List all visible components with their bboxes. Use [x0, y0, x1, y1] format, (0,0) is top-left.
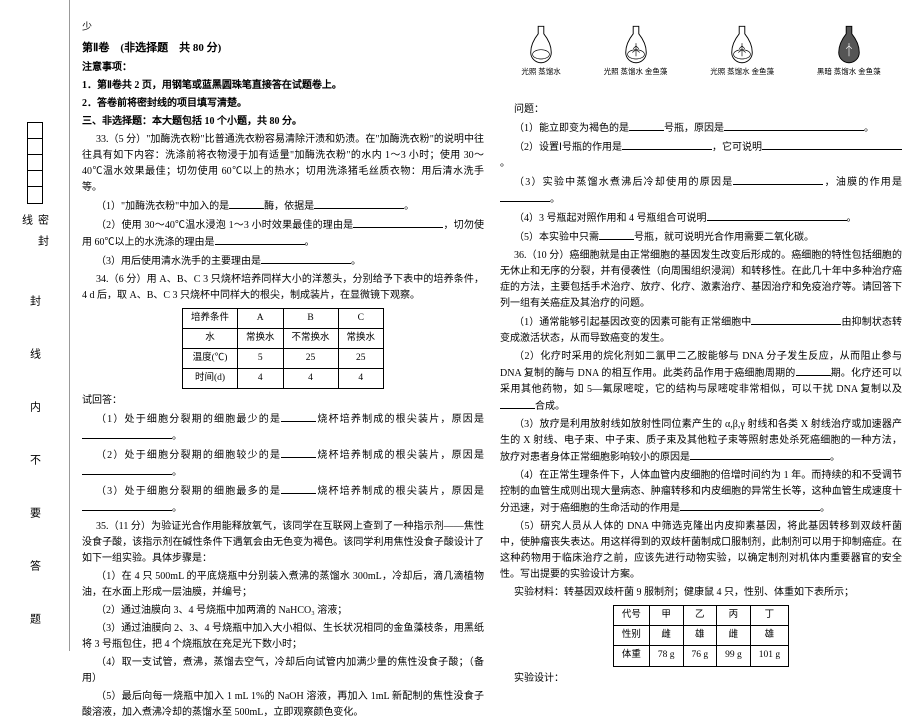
right-column: 光照 蒸馏水 光照 蒸馏水 金鱼藻 光照 蒸馏水 金鱼藻 黑暗 蒸馏水 金鱼藻 … — [500, 20, 902, 633]
q35-s1: （1）在 4 只 500mL 的平底烧瓶中分别装入煮沸的蒸馏水 300mL，冷却… — [82, 569, 484, 601]
notice-header: 注意事项： — [82, 60, 484, 76]
q34-1: （1）处于细胞分裂期的细胞最少的是烧杯培养制成的根尖装片，原因是。 — [82, 411, 484, 445]
q35-p4: （4）3 号瓶起对照作用和 4 号瓶组合可说明。 — [500, 210, 902, 227]
q34-answer-label: 试回答： — [82, 393, 484, 409]
q36-4: （4）在正常生理条件下，人体血管内皮细胞的倍增时间约为 1 年。而持续的和不受调… — [500, 468, 902, 517]
q33-2: （2）使用 30～40℃温水浸泡 1～3 小时效果最佳的理由是，切勿使用 60℃… — [82, 217, 484, 251]
main-content: 少 第Ⅱ卷 (非选择题 共 80 分) 注意事项： 1．第Ⅱ卷共 2 页，用钢笔… — [70, 0, 920, 651]
q34-2: （2）处于细胞分裂期的细胞较少的是烧杯培养制成的根尖装片，原因是。 — [82, 447, 484, 481]
q33-1: （1）"加酶洗衣粉"中加入的是酶，依据是。 — [82, 198, 484, 215]
stray-word: 少 — [82, 20, 484, 36]
q35-s5: （5）最后向每一烧瓶中加入 1 mL 1%的 NaOH 溶液，再加入 1mL 新… — [82, 689, 484, 721]
q35-s3: （3）通过油膜向 2、3、4 号烧瓶中加入大小相似、生长状况相同的金鱼藻枝条，用… — [82, 621, 484, 653]
flask-label-4: 黑暗 蒸馏水 金鱼藻 — [817, 66, 881, 78]
flask-label-1: 光照 蒸馏水 — [521, 66, 560, 78]
q35-p1: （1）能立即变为褐色的是号瓶，原因是。 — [500, 120, 902, 137]
q36-5: （5）研究人员从人体的 DNA 中筛选克隆出内皮抑素基因，将此基因转移到双歧杆菌… — [500, 519, 902, 583]
seal-line-label: 密封线 — [19, 214, 51, 272]
left-column: 少 第Ⅱ卷 (非选择题 共 80 分) 注意事项： 1．第Ⅱ卷共 2 页，用钢笔… — [82, 20, 484, 633]
q35-s4: （4）取一支试管，煮沸，蒸馏去空气，冷却后向试管内加满少量的焦性没食子酸；（备用… — [82, 655, 484, 687]
id-boxes — [27, 122, 43, 204]
q34-3: （3）处于细胞分裂期的细胞最多的是烧杯培养制成的根尖装片，原因是。 — [82, 483, 484, 517]
q36-3: （3）放疗是利用放射线如放射性同位素产生的 α,β,γ 射线和各类 X 射线治疗… — [500, 417, 902, 466]
q36-head: 36.（10 分）癌细胞就是由正常细胞的基因发生改变后形成的。癌细胞的特性包括细… — [500, 248, 902, 312]
q36-table: 代号甲乙丙丁 性别雌雄雌雄 体重78 g76 g99 g101 g — [613, 605, 789, 667]
q36-1: （1）通常能够引起基因改变的因素可能有正常细胞中由抑制状态转变成激活状态，从而导… — [500, 314, 902, 347]
part3-header: 三、非选择题：本大题包括 10 个小题，共 80 分。 — [82, 114, 484, 130]
q33-3: （3）用后使用清水洗手的主要理由是。 — [82, 253, 484, 270]
notice-2: 2．答卷前将密封线的项目填写清楚。 — [82, 96, 484, 112]
q34-head: 34.（6 分）用 A、B、C 3 只烧杯培养同样大小的洋葱头，分别给予下表中的… — [82, 272, 484, 304]
q35-p2: （2）设置Ⅰ号瓶的作用是，它可说明。 — [500, 139, 902, 172]
q35-s2: （2）通过油膜向 3、4 号烧瓶中加两滴的 NaHCO₃ 溶液； — [82, 603, 484, 619]
q35-p3: （3）实验中蒸馏水煮沸后冷却使用的原因是，油膜的作用是。 — [500, 174, 902, 208]
q36-2: （2）化疗时采用的烷化剂如二氯甲二乙胺能够与 DNA 分子发生反应，从而阻止参与… — [500, 349, 902, 415]
q36-material: 实验材料：转基因双歧杆菌 9 服制剂；健康鼠 4 只，性别、体重如下表所示； — [500, 585, 902, 601]
flask-label-2: 光照 蒸馏水 金鱼藻 — [604, 66, 668, 78]
problem-label: 问题： — [500, 102, 902, 118]
flask-diagram: 光照 蒸馏水 光照 蒸馏水 金鱼藻 光照 蒸馏水 金鱼藻 黑暗 蒸馏水 金鱼藻 — [500, 24, 902, 94]
section-title: 第Ⅱ卷 (非选择题 共 80 分) — [82, 40, 484, 58]
q35-head: 35.（11 分）为验证光合作用能释放氧气，该同学在互联网上查到了一种指示剂——… — [82, 519, 484, 567]
q34-table: 培养条件ABC 水常换水不常换水常换水 温度(℃)52525 时间(d)444 — [182, 308, 384, 390]
q36-design: 实验设计： — [500, 671, 902, 687]
no-answer-label: 封 — [27, 295, 43, 318]
q33-head: 33.（5 分）"加酶洗衣粉"比普通洗衣粉容易清除汗渍和奶渍。在"加酶洗衣粉"的… — [82, 132, 484, 196]
binding-gutter: 密封线 封 线 内 不 要 答 题 — [0, 0, 70, 651]
flask-label-3: 光照 蒸馏水 金鱼藻 — [710, 66, 774, 78]
q35-p5: （5）本实验中只需号瓶，就可说明光合作用需要二氧化碳。 — [500, 229, 902, 246]
notice-1: 1．第Ⅱ卷共 2 页，用钢笔或蓝黑圆珠笔直接答在试题卷上。 — [82, 78, 484, 94]
